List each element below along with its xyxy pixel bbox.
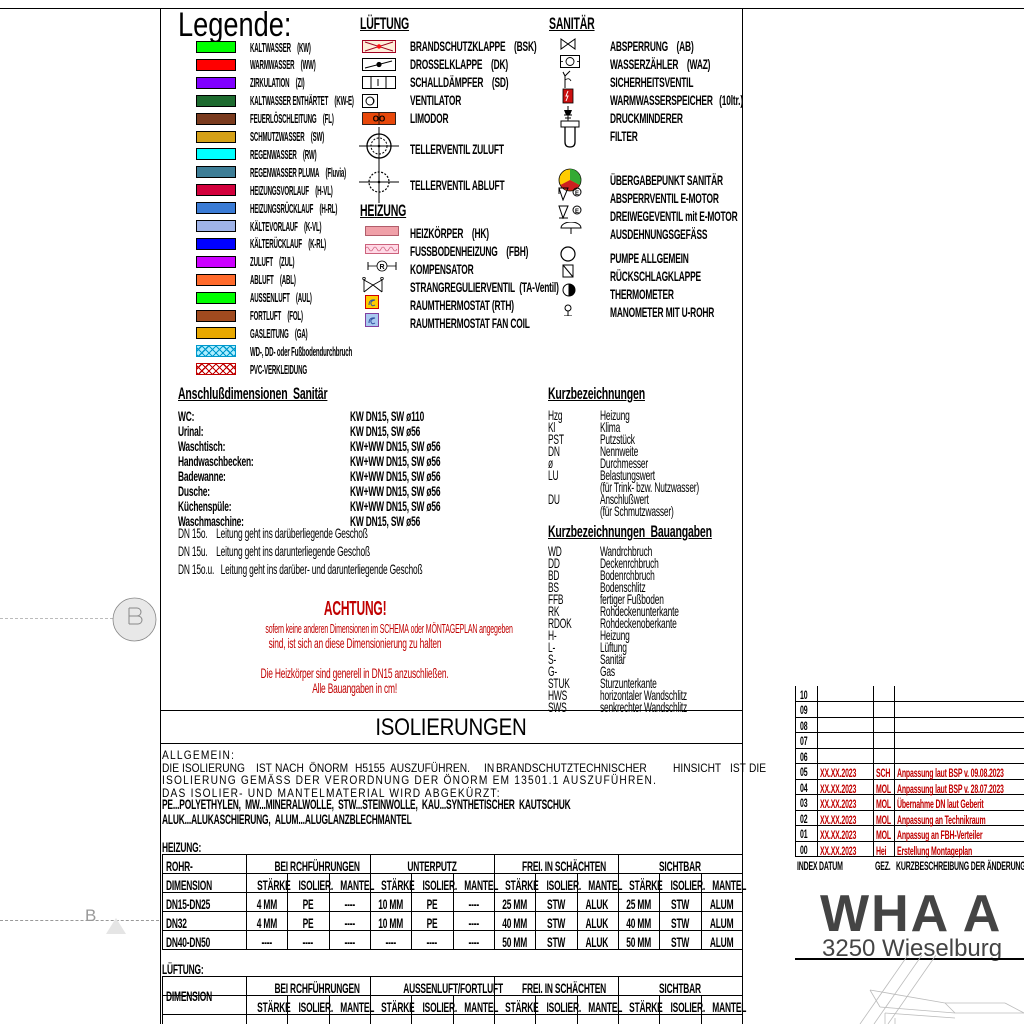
svg-text:R: R [379,264,384,271]
svg-text:E: E [575,191,579,197]
svg-text:OO: OO [373,115,385,124]
svg-text:E: E [575,209,579,215]
